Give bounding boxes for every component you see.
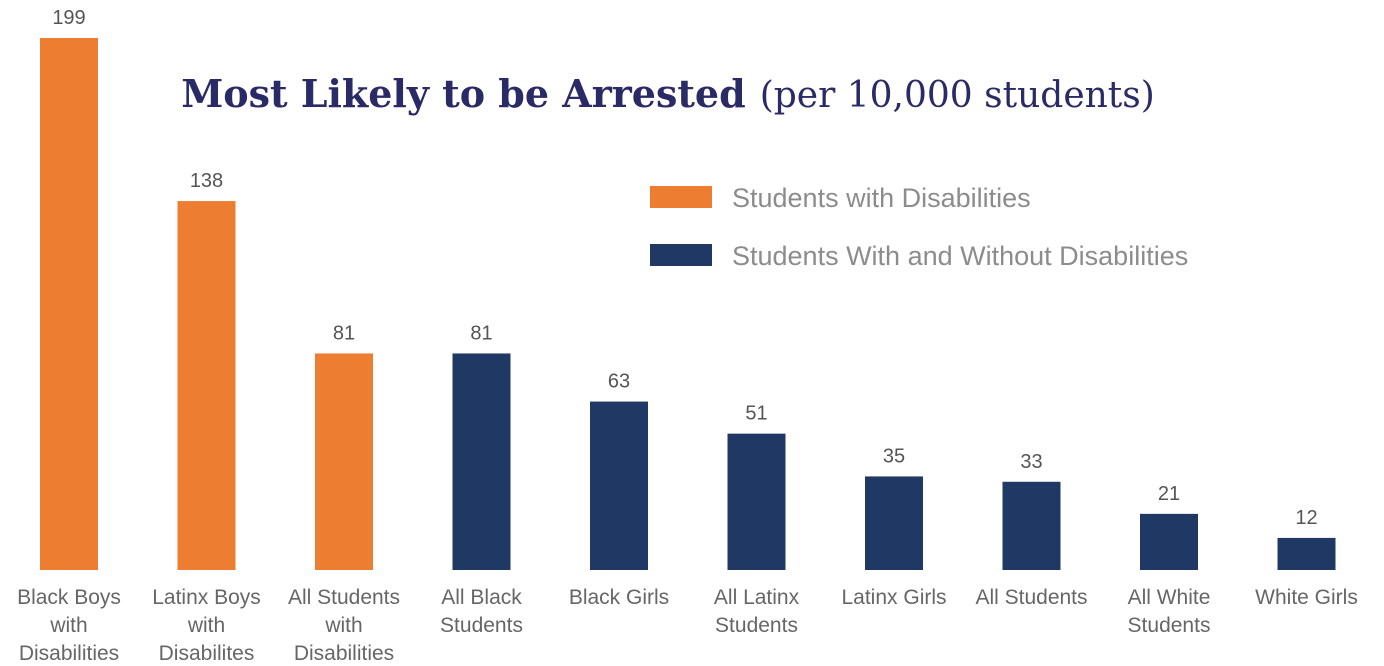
legend-swatch [650, 244, 712, 266]
bar [177, 201, 236, 570]
category-label: Latinx Boys with Disabilites [152, 586, 261, 665]
category-label: All Latinx Students [714, 586, 800, 637]
bar-value-label: 81 [333, 322, 355, 344]
category-label-line: All Black [441, 586, 522, 609]
value-labels: 199 138 81 81 63 51 35 33 21 12 [52, 7, 1317, 529]
category-label-line: with [49, 614, 87, 637]
category-label: All Black Students [440, 586, 523, 637]
category-label: All White Students [1128, 586, 1211, 637]
bar-value-label: 33 [1020, 451, 1042, 473]
category-label: Latinx Girls [841, 586, 946, 609]
legend: Students with Disabilities Students With … [650, 183, 1188, 271]
bar [727, 433, 786, 570]
category-label-line: Black Girls [569, 586, 669, 609]
category-label-line: with [187, 614, 225, 637]
category-label-line: All White [1128, 586, 1211, 609]
chart-subtitle: (per 10,000 students) [760, 75, 1155, 116]
category-label: White Girls [1255, 586, 1358, 609]
bar [1002, 481, 1061, 570]
bar-value-label: 138 [190, 170, 223, 192]
chart-title-main: Most Likely to be Arrested [181, 71, 746, 116]
category-label-line: Students [440, 614, 523, 637]
category-label-line: Students [1128, 614, 1211, 637]
bar-value-label: 199 [52, 7, 85, 29]
category-labels: Black Boys with Disabilities Latinx Boys wit… [17, 586, 1358, 665]
legend-swatch [650, 186, 712, 208]
bar [865, 476, 923, 570]
category-label: Black Girls [569, 586, 669, 609]
legend-label: Students with Disabilities [732, 183, 1031, 213]
category-label: All Students with Disabilities [288, 586, 400, 665]
bar [1140, 513, 1198, 570]
category-label: Black Boys with Disabilities [17, 586, 121, 665]
bar [452, 353, 511, 570]
bar-value-label: 63 [608, 371, 630, 393]
category-label-line: All Latinx [714, 586, 800, 609]
category-label-line: All Students [288, 586, 400, 609]
bars [40, 38, 1336, 570]
category-label-line: Disabilities [294, 642, 394, 665]
bar [590, 401, 648, 570]
category-label-line: Disabilities [19, 642, 119, 665]
category-label-line: Black Boys [17, 586, 121, 609]
bar-value-label: 81 [470, 322, 492, 344]
bar-value-label: 51 [745, 403, 767, 425]
category-label-line: Students [715, 614, 798, 637]
chart-title: Most Likely to be Arrested (per 10,000 s… [181, 71, 1155, 116]
bar-value-label: 12 [1295, 507, 1317, 529]
bar-value-label: 35 [883, 445, 905, 467]
category-label-line: with [324, 614, 362, 637]
bar [1277, 537, 1336, 570]
category-label-line: Latinx Boys [152, 586, 261, 609]
legend-label: Students With and Without Disabilities [732, 241, 1188, 271]
category-label: All Students [975, 586, 1087, 609]
bar [315, 353, 373, 570]
category-label-line: Latinx Girls [841, 586, 946, 609]
category-label-line: All Students [975, 586, 1087, 609]
category-label-line: White Girls [1255, 586, 1358, 609]
category-label-line: Disabilites [159, 642, 255, 665]
bar-value-label: 21 [1158, 483, 1180, 505]
bar [40, 38, 98, 570]
